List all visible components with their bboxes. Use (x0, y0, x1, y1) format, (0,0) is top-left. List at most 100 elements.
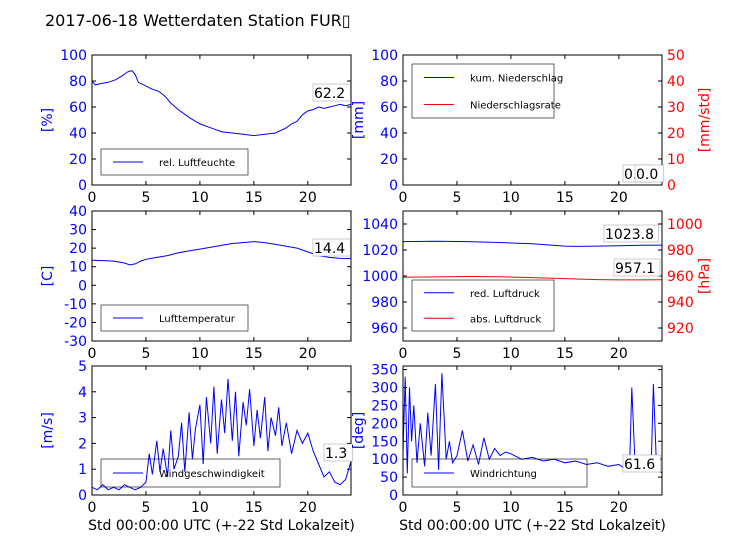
y-tick-label: 1040 (362, 217, 398, 233)
x-axis-label: Std 00:00:00 UTC (+-22 Std Lokalzeit) (399, 518, 666, 534)
y2-tick-label: 0 (667, 178, 676, 194)
legend-label: Niederschlagsrate (470, 101, 561, 112)
y-axis-label: [C] (40, 266, 56, 287)
y-tick-label: 20 (69, 152, 87, 168)
legend-box (100, 148, 249, 176)
value-label-box (312, 238, 351, 257)
y-tick-label: 100 (371, 48, 398, 64)
y-tick-label: 1 (78, 462, 87, 478)
y2-tick-label: 940 (667, 295, 694, 311)
legend-label: kum. Niederschlag (470, 74, 563, 85)
x-tick-label: 20 (299, 190, 317, 206)
legend: Windgeschwindigkeit (100, 458, 281, 488)
y2-tick-label: 40 (667, 74, 685, 90)
y2-tick-label: 920 (667, 321, 694, 337)
y2-tick-label: 960 (667, 269, 694, 285)
legend-box (411, 63, 555, 119)
value-label: 957.1 (615, 261, 655, 277)
y-tick-label: 100 (60, 48, 87, 64)
y-tick-label: 1020 (362, 243, 398, 259)
series-line-2 (403, 275, 662, 281)
plot-frame (91, 365, 352, 496)
y-tick-label: 0 (78, 278, 87, 294)
plot-frame (402, 365, 663, 496)
x-tick-label: 5 (452, 500, 461, 516)
x-tick-label: 0 (399, 500, 408, 516)
y-tick-label: 30 (69, 223, 87, 239)
x-tick-label: 0 (88, 190, 97, 206)
y-tick-label: 1000 (362, 269, 398, 285)
series-lines (92, 70, 351, 137)
legend-box (100, 458, 281, 488)
x-tick-label: 10 (191, 500, 209, 516)
legend: rel. Luftfeuchte (100, 148, 249, 176)
y-tick-label: 80 (380, 74, 398, 90)
y2-axis-label: [hPa] (697, 258, 713, 294)
value-label: 0.0 (636, 167, 658, 183)
x-tick-label: 15 (245, 346, 263, 362)
x-tick-label: 0 (399, 346, 408, 362)
y-tick-label: -30 (64, 334, 87, 350)
x-tick-label: 5 (452, 346, 461, 362)
chart-panel-4: 0 5 10 15 20 960 980 1000 1020 1040 920 940 960 980 10… (362, 210, 713, 362)
x-tick-label: 10 (502, 190, 520, 206)
x-tick-label: 15 (245, 500, 263, 516)
y-tick-label: 0 (389, 488, 398, 504)
y-tick-label: 40 (380, 126, 398, 142)
legend: kum. Niederschlag Niederschlagsrate (411, 63, 563, 119)
x-tick-label: 15 (245, 190, 263, 206)
legend: Windrichtung (411, 458, 588, 488)
y-tick-label: 3 (78, 411, 87, 427)
y-axis-label: [mm] (351, 101, 367, 139)
x-tick-label: 5 (141, 190, 150, 206)
y2-tick-label: 50 (667, 48, 685, 64)
y-tick-label: 200 (371, 416, 398, 432)
x-tick-label: 15 (556, 500, 574, 516)
legend-box (411, 279, 555, 332)
x-tick-label: 10 (502, 500, 520, 516)
chart-panel-2: 0 5 10 15 20 0 20 40 60 80 100 0 10 20 30 40 50 [mm] [mm/s… (351, 48, 713, 206)
value-label: 61.6 (624, 457, 655, 473)
y-tick-label: -10 (64, 297, 87, 313)
y-tick-label: 20 (380, 152, 398, 168)
y-tick-label: 150 (371, 434, 398, 450)
x-tick-label: 10 (191, 346, 209, 362)
value-label: 1023.8 (605, 227, 654, 243)
x-tick-label: 0 (399, 190, 408, 206)
legend: red. Luftdruck abs. Luftdruck (411, 279, 555, 332)
series-line-1 (92, 70, 351, 137)
y-axis-label: [deg] (351, 412, 367, 449)
legend-label: Windrichtung (470, 469, 537, 480)
y2-tick-label: 1000 (667, 217, 703, 233)
value-label-box (603, 224, 659, 243)
y-tick-label: 2 (78, 436, 87, 452)
y-tick-label: 250 (371, 398, 398, 414)
y-tick-label: -20 (64, 315, 87, 331)
y-tick-label: 50 (380, 470, 398, 486)
x-tick-label: 0 (88, 346, 97, 362)
figure-title: 2017-06-18 Wetterdaten Station FUR▯ (45, 11, 351, 30)
x-tick-label: 15 (556, 190, 574, 206)
plot-frame (91, 210, 352, 342)
y-tick-label: 980 (371, 295, 398, 311)
chart-panel-3: 0 5 10 15 20 -30 -20 -10 0 10 20 30 40 [C] Lufttempera… (40, 204, 352, 362)
y-tick-label: 80 (69, 74, 87, 90)
x-tick-label: 20 (610, 500, 628, 516)
y-tick-label: 0 (78, 488, 87, 504)
y2-tick-label: 20 (667, 126, 685, 142)
legend-label: red. Luftdruck (470, 289, 540, 300)
x-tick-label: 10 (191, 190, 209, 206)
y-tick-label: 40 (69, 126, 87, 142)
y-tick-label: 4 (78, 385, 87, 401)
x-tick-label: 5 (141, 500, 150, 516)
value-label: 1.3 (325, 446, 347, 462)
value-label-box (622, 454, 661, 473)
legend-label: Lufttemperatur (159, 314, 236, 325)
y-tick-label: 350 (371, 363, 398, 379)
y-tick-label: 60 (69, 100, 87, 116)
y2-tick-label: 10 (667, 152, 685, 168)
y-tick-label: 40 (69, 204, 87, 220)
x-tick-label: 20 (299, 500, 317, 516)
y2-axis-label: [mm/std] (697, 88, 713, 153)
